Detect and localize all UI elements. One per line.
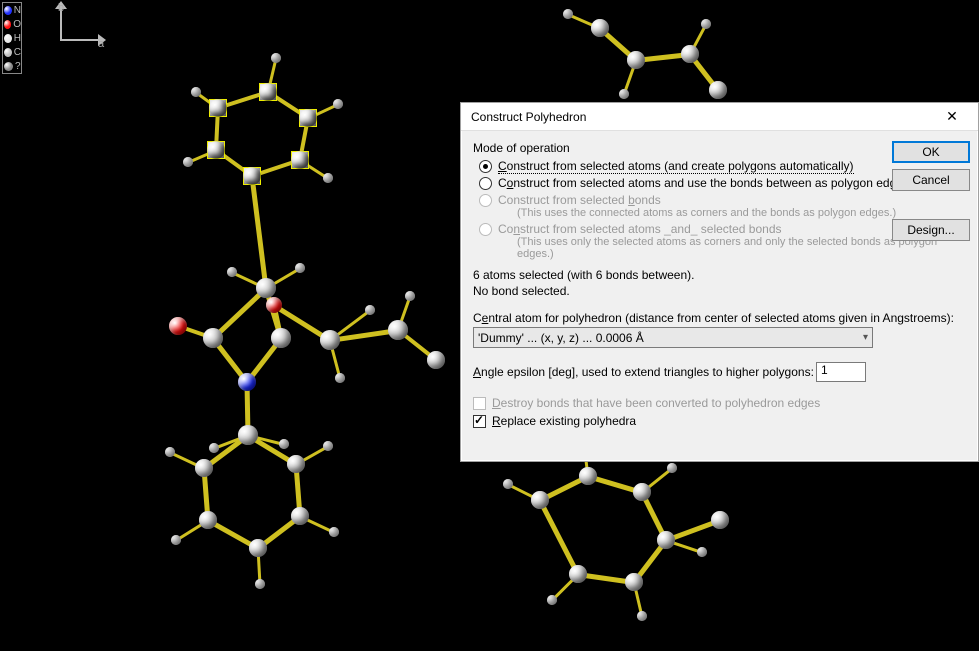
atom-H[interactable]: [637, 611, 647, 621]
atom-H[interactable]: [701, 19, 711, 29]
atom-H[interactable]: [323, 441, 333, 451]
chevron-down-icon: ▾: [863, 332, 868, 343]
atom-C[interactable]: [427, 351, 445, 369]
mode-option-label: Construct from selected atoms (and creat…: [498, 159, 854, 174]
legend-item: N: [3, 3, 21, 17]
atom-N[interactable]: [238, 373, 256, 391]
destroy-bonds-label: Destroy bonds that have been converted t…: [492, 396, 820, 410]
dialog-title: Construct Polyhedron: [471, 110, 932, 124]
atom-C[interactable]: [249, 539, 267, 557]
atom-H[interactable]: [667, 463, 677, 473]
atom-H[interactable]: [619, 89, 629, 99]
atom-C[interactable]: [591, 19, 609, 37]
axis-a-label: a: [98, 38, 104, 50]
atom-C[interactable]: [271, 328, 291, 348]
atom-C[interactable]: [243, 167, 261, 185]
atom-O[interactable]: [266, 297, 282, 313]
replace-polyhedra-checkbox[interactable]: [473, 415, 486, 428]
atom-C[interactable]: [287, 455, 305, 473]
atom-H[interactable]: [547, 595, 557, 605]
atom-C[interactable]: [320, 330, 340, 350]
atom-H[interactable]: [171, 535, 181, 545]
atom-H[interactable]: [329, 527, 339, 537]
legend-item: H: [3, 31, 21, 45]
close-icon[interactable]: ✕: [932, 108, 972, 125]
atom-C[interactable]: [388, 320, 408, 340]
atom-C[interactable]: [657, 531, 675, 549]
atom-C[interactable]: [291, 507, 309, 525]
atom-C[interactable]: [199, 511, 217, 529]
atom-C[interactable]: [633, 483, 651, 501]
atom-H[interactable]: [405, 291, 415, 301]
atom-C[interactable]: [709, 81, 727, 99]
atom-C[interactable]: [207, 141, 225, 159]
atom-O[interactable]: [169, 317, 187, 335]
bond[interactable]: [538, 499, 580, 575]
ok-button[interactable]: OK: [892, 141, 970, 163]
atom-C[interactable]: [195, 459, 213, 477]
dialog-titlebar[interactable]: Construct Polyhedron ✕: [461, 103, 978, 131]
atom-C[interactable]: [238, 425, 258, 445]
legend-item: O: [3, 17, 21, 31]
radio-icon[interactable]: [479, 177, 492, 190]
axis-b-label: b: [58, 2, 64, 14]
atom-C[interactable]: [259, 83, 277, 101]
atom-H[interactable]: [323, 173, 333, 183]
atom-C[interactable]: [625, 573, 643, 591]
status-atoms: 6 atoms selected (with 6 bonds between).: [473, 268, 966, 284]
atom-C[interactable]: [711, 511, 729, 529]
design-button[interactable]: Design...: [892, 219, 970, 241]
legend-item: ?: [3, 59, 21, 73]
atom-C[interactable]: [209, 99, 227, 117]
atom-H[interactable]: [503, 479, 513, 489]
construct-polyhedron-dialog: Construct Polyhedron ✕ Mode of operation…: [460, 102, 979, 462]
radio-icon: [479, 223, 492, 236]
atom-H[interactable]: [209, 443, 219, 453]
bond[interactable]: [250, 176, 269, 289]
atom-C[interactable]: [579, 467, 597, 485]
atom-H[interactable]: [271, 53, 281, 63]
selection-status: 6 atoms selected (with 6 bonds between).…: [473, 268, 966, 299]
mode-option-label: Construct from selected bonds: [498, 193, 661, 207]
atom-H[interactable]: [335, 373, 345, 383]
atom-H[interactable]: [255, 579, 265, 589]
atom-H[interactable]: [165, 447, 175, 457]
radio-icon[interactable]: [479, 160, 492, 173]
atom-legend: NOHC?: [2, 2, 22, 74]
atom-C[interactable]: [627, 51, 645, 69]
atom-H[interactable]: [365, 305, 375, 315]
atom-H[interactable]: [227, 267, 237, 277]
replace-polyhedra-label: Replace existing polyhedra: [492, 414, 636, 428]
atom-H[interactable]: [563, 9, 573, 19]
atom-H[interactable]: [295, 263, 305, 273]
atom-H[interactable]: [191, 87, 201, 97]
atom-H[interactable]: [697, 547, 707, 557]
atom-H[interactable]: [183, 157, 193, 167]
angle-epsilon-input[interactable]: 1: [816, 362, 866, 382]
mode-option-label: Construct from selected atoms _and_ sele…: [498, 222, 782, 236]
atom-H[interactable]: [333, 99, 343, 109]
central-atom-label: Central atom for polyhedron (distance fr…: [473, 311, 966, 325]
atom-C[interactable]: [531, 491, 549, 509]
atom-C[interactable]: [681, 45, 699, 63]
mode-option-sub: (This uses the connected atoms as corner…: [517, 207, 896, 219]
status-bonds: No bond selected.: [473, 284, 966, 300]
atom-C[interactable]: [256, 278, 276, 298]
atom-C[interactable]: [203, 328, 223, 348]
cancel-button[interactable]: Cancel: [892, 169, 970, 191]
mode-option-label: Construct from selected atoms and use th…: [498, 176, 909, 190]
atom-C[interactable]: [299, 109, 317, 127]
atom-H[interactable]: [279, 439, 289, 449]
central-atom-select[interactable]: 'Dummy' ... (x, y, z) ... 0.0006 Å ▾: [473, 327, 873, 348]
atom-C[interactable]: [569, 565, 587, 583]
central-atom-value: 'Dummy' ... (x, y, z) ... 0.0006 Å: [478, 331, 644, 345]
atom-C[interactable]: [291, 151, 309, 169]
angle-epsilon-label: Angle epsilon [deg], used to extend tria…: [473, 365, 814, 379]
legend-item: C: [3, 45, 21, 59]
radio-icon: [479, 194, 492, 207]
destroy-bonds-checkbox: [473, 397, 486, 410]
